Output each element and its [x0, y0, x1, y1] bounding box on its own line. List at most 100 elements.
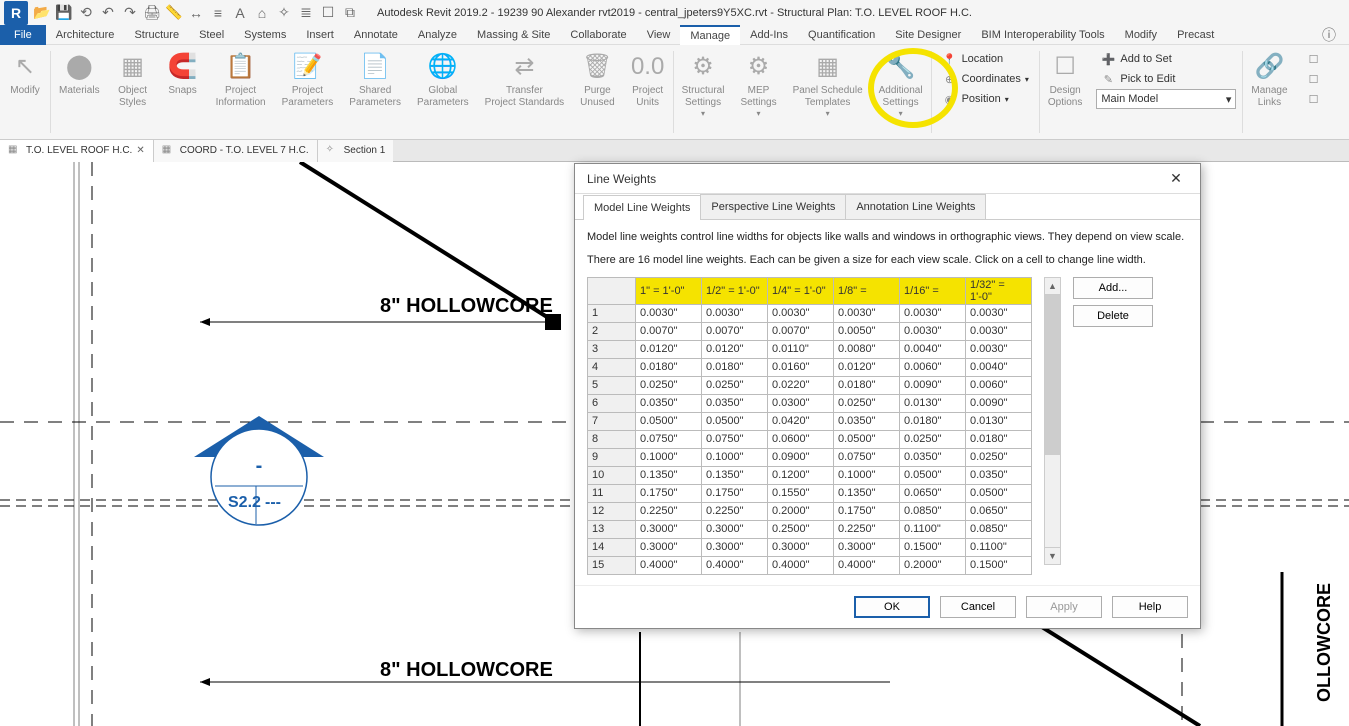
open-icon[interactable]: 📂 — [34, 5, 50, 21]
project-params-button[interactable]: 📝Project Parameters — [280, 49, 336, 111]
cell-value[interactable]: 0.0130" — [966, 412, 1032, 430]
scroll-up-icon[interactable]: ▲ — [1045, 278, 1060, 295]
cell-value[interactable]: 0.3000" — [636, 538, 702, 556]
cell-value[interactable]: 0.0500" — [636, 412, 702, 430]
cell-value[interactable]: 0.0600" — [768, 430, 834, 448]
add-to-set-button[interactable]: ➕Add to Set — [1096, 49, 1175, 69]
cell-value[interactable]: 0.0060" — [966, 376, 1032, 394]
cell-value[interactable]: 0.0250" — [900, 430, 966, 448]
file-menu[interactable]: File — [0, 25, 46, 45]
cell-value[interactable]: 0.2250" — [834, 520, 900, 538]
table-row[interactable]: 40.0180"0.0180"0.0160"0.0120"0.0060"0.00… — [588, 358, 1032, 376]
table-row[interactable]: 60.0350"0.0350"0.0300"0.0250"0.0130"0.00… — [588, 394, 1032, 412]
cell-value[interactable]: 0.1000" — [834, 466, 900, 484]
menu-manage[interactable]: Manage — [680, 25, 740, 45]
cell-value[interactable]: 0.0030" — [966, 340, 1032, 358]
cell-value[interactable]: 0.3000" — [834, 538, 900, 556]
table-row[interactable]: 30.0120"0.0120"0.0110"0.0080"0.0040"0.00… — [588, 340, 1032, 358]
cell-value[interactable]: 0.0050" — [834, 322, 900, 340]
table-row[interactable]: 150.4000"0.4000"0.4000"0.4000"0.2000"0.1… — [588, 556, 1032, 574]
table-row[interactable]: 70.0500"0.0500"0.0420"0.0350"0.0180"0.01… — [588, 412, 1032, 430]
cell-value[interactable]: 0.1100" — [966, 538, 1032, 556]
design-options-button[interactable]: ☐Design Options — [1046, 49, 1084, 111]
units-button[interactable]: 0.0Project Units — [630, 49, 666, 111]
col-header[interactable]: 1/16" = — [900, 277, 966, 304]
cell-value[interactable]: 0.0120" — [636, 340, 702, 358]
menu-collaborate[interactable]: Collaborate — [560, 25, 636, 45]
cell-value[interactable]: 0.0900" — [768, 448, 834, 466]
cell-value[interactable]: 0.0650" — [900, 484, 966, 502]
cell-value[interactable]: 0.0030" — [702, 304, 768, 322]
scroll-thumb[interactable] — [1045, 295, 1060, 455]
thin-lines-icon[interactable]: ≣ — [298, 5, 314, 21]
cell-value[interactable]: 0.0750" — [702, 430, 768, 448]
cell-value[interactable]: 0.2000" — [900, 556, 966, 574]
undo-icon[interactable]: ↶ — [100, 5, 116, 21]
menu-annotate[interactable]: Annotate — [344, 25, 408, 45]
cell-value[interactable]: 0.2500" — [768, 520, 834, 538]
materials-button[interactable]: ⬤Materials — [57, 49, 102, 99]
add-button[interactable]: Add... — [1073, 277, 1153, 299]
cell-value[interactable]: 0.0500" — [900, 466, 966, 484]
cell-value[interactable]: 0.0220" — [768, 376, 834, 394]
cell-value[interactable]: 0.1350" — [834, 484, 900, 502]
close-icon[interactable]: ✕ — [1164, 167, 1188, 191]
text-icon[interactable]: A — [232, 5, 248, 21]
cell-value[interactable]: 0.0090" — [966, 394, 1032, 412]
table-row[interactable]: 140.3000"0.3000"0.3000"0.3000"0.1500"0.1… — [588, 538, 1032, 556]
menu-modify[interactable]: Modify — [1115, 25, 1167, 45]
cell-value[interactable]: 0.0040" — [900, 340, 966, 358]
structural-settings-button[interactable]: ⚙Structural Settings▾ — [680, 49, 727, 121]
dialog-tab-0[interactable]: Model Line Weights — [583, 195, 701, 220]
rib-extra-2[interactable]: ☐ — [1302, 69, 1326, 89]
cell-value[interactable]: 0.2250" — [702, 502, 768, 520]
3d-icon[interactable]: ⌂ — [254, 5, 270, 21]
cell-value[interactable]: 0.0350" — [834, 412, 900, 430]
table-row[interactable]: 130.3000"0.3000"0.2500"0.2250"0.1100"0.0… — [588, 520, 1032, 538]
menu-precast[interactable]: Precast — [1167, 25, 1224, 45]
project-info-button[interactable]: 📋Project Information — [214, 49, 268, 111]
cell-value[interactable]: 0.0110" — [768, 340, 834, 358]
cell-value[interactable]: 0.2250" — [636, 502, 702, 520]
cell-value[interactable]: 0.0030" — [966, 304, 1032, 322]
panel-schedule-button[interactable]: ▦Panel Schedule Templates▾ — [791, 49, 865, 121]
menu-systems[interactable]: Systems — [234, 25, 296, 45]
dialog-titlebar[interactable]: Line Weights ✕ — [575, 164, 1200, 194]
cell-value[interactable]: 0.0850" — [900, 502, 966, 520]
table-row[interactable]: 20.0070"0.0070"0.0070"0.0050"0.0030"0.00… — [588, 322, 1032, 340]
cell-value[interactable]: 0.0030" — [834, 304, 900, 322]
mep-settings-button[interactable]: ⚙MEP Settings▾ — [738, 49, 778, 121]
menu-analyze[interactable]: Analyze — [408, 25, 467, 45]
table-row[interactable]: 120.2250"0.2250"0.2000"0.1750"0.0850"0.0… — [588, 502, 1032, 520]
cell-value[interactable]: 0.1000" — [702, 448, 768, 466]
cell-value[interactable]: 0.3000" — [768, 538, 834, 556]
table-row[interactable]: 50.0250"0.0250"0.0220"0.0180"0.0090"0.00… — [588, 376, 1032, 394]
table-row[interactable]: 110.1750"0.1750"0.1550"0.1350"0.0650"0.0… — [588, 484, 1032, 502]
col-header[interactable]: 1/2" = 1'-0" — [702, 277, 768, 304]
cell-value[interactable]: 0.0180" — [900, 412, 966, 430]
cell-value[interactable]: 0.0120" — [834, 358, 900, 376]
cell-value[interactable]: 0.0500" — [702, 412, 768, 430]
print-icon[interactable]: 🖨 — [144, 5, 160, 21]
cell-value[interactable]: 0.0500" — [966, 484, 1032, 502]
cell-value[interactable]: 0.4000" — [702, 556, 768, 574]
scroll-down-icon[interactable]: ▼ — [1045, 547, 1060, 564]
cell-value[interactable]: 0.3000" — [636, 520, 702, 538]
apply-button[interactable]: Apply — [1026, 596, 1102, 618]
rib-extra-3[interactable]: ☐ — [1302, 89, 1326, 109]
cell-value[interactable]: 0.0080" — [834, 340, 900, 358]
cell-value[interactable]: 0.0070" — [702, 322, 768, 340]
snaps-button[interactable]: 🧲Snaps — [165, 49, 201, 99]
cell-value[interactable]: 0.0500" — [834, 430, 900, 448]
transfer-button[interactable]: ⇄Transfer Project Standards — [483, 49, 567, 111]
cell-value[interactable]: 0.1000" — [636, 448, 702, 466]
table-row[interactable]: 90.1000"0.1000"0.0900"0.0750"0.0350"0.02… — [588, 448, 1032, 466]
switch-icon[interactable]: ⧉ — [342, 5, 358, 21]
cell-value[interactable]: 0.0180" — [966, 430, 1032, 448]
menu-site-designer[interactable]: Site Designer — [885, 25, 971, 45]
dialog-tab-2[interactable]: Annotation Line Weights — [845, 194, 986, 219]
cell-value[interactable]: 0.4000" — [768, 556, 834, 574]
cell-value[interactable]: 0.3000" — [702, 538, 768, 556]
cell-value[interactable]: 0.0040" — [966, 358, 1032, 376]
menu-add-ins[interactable]: Add-Ins — [740, 25, 798, 45]
